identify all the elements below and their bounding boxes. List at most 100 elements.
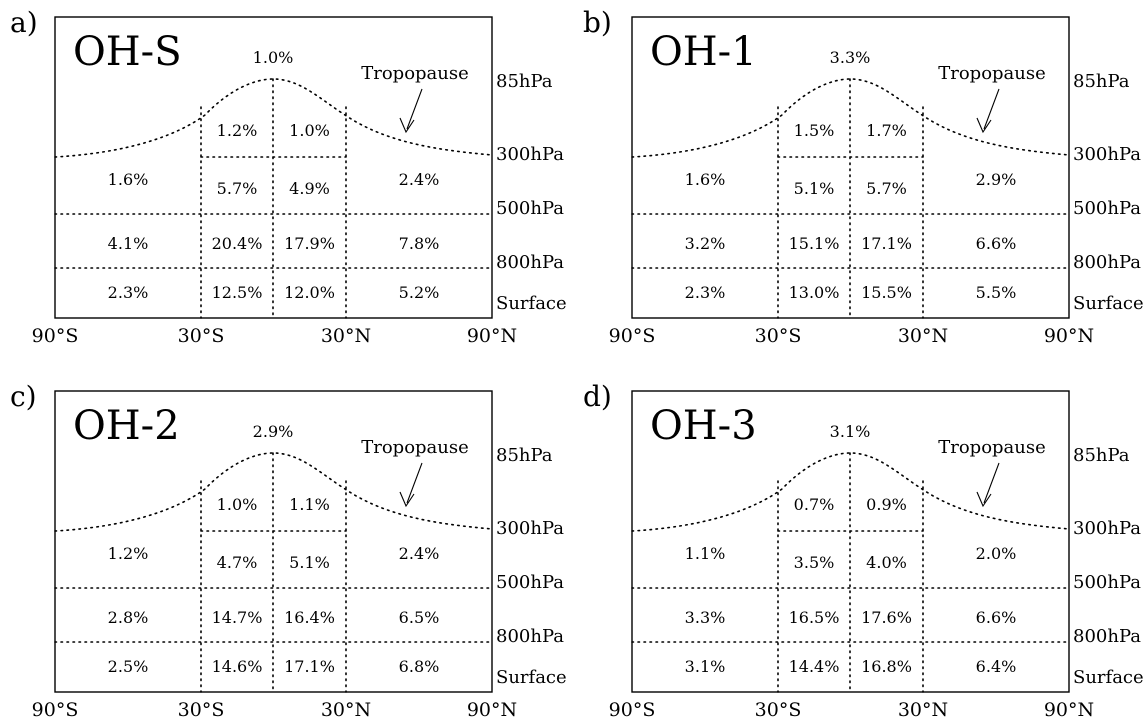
panel-letter: b) [583,6,612,39]
cell-value: 2.3% [108,283,149,302]
pressure-label: Surface [496,667,567,688]
cell-value: 2.4% [399,170,440,189]
arrow-head-icon [976,117,992,134]
tropopause-arrow [983,88,1000,130]
cell-value: 2.3% [685,283,726,302]
pressure-label: 300hPa [1073,518,1141,539]
panel-title: OH-3 [650,403,757,449]
panel-frame [631,16,1070,319]
cell-value: 14.7% [212,608,263,627]
latitude-label: 90°N [1044,699,1094,720]
cell-value: 17.1% [861,234,912,253]
pressure-label: Surface [1073,667,1144,688]
cell-value: 0.9% [866,495,907,514]
latitude-label: 90°S [32,699,79,720]
panel-frame [631,390,1070,693]
pressure-label: 500hPa [1073,198,1141,219]
cell-value: 5.7% [866,179,907,198]
panel-title: OH-2 [73,403,180,449]
cell-value: 5.2% [399,283,440,302]
cell-value: 4.7% [217,553,258,572]
latitude-label: 90°S [32,325,79,347]
cell-value: 17.6% [861,608,912,627]
cell-value: 1.0% [289,121,330,140]
tropopause-label: Tropopause [938,63,1046,84]
tropopause-label: Tropopause [361,437,469,458]
cell-value: 6.5% [399,608,440,627]
peak-value: 1.0% [253,48,294,67]
cell-value: 5.5% [976,283,1017,302]
panel-title: OH-S [73,29,182,75]
panel-oh-s: a) OH-S 1.0% Tropopause 1.2% 1.0% 1.6% 5.7% 4.9%… [10,6,567,347]
cell-value: 5.7% [217,179,258,198]
cell-value: 5.1% [289,553,330,572]
cell-value: 1.2% [108,544,149,563]
latitude-label: 90°N [1044,325,1094,347]
tropopause-label: Tropopause [938,437,1046,458]
cell-value: 17.1% [284,657,335,676]
panel-letter: d) [583,380,612,413]
cell-value: 6.8% [399,657,440,676]
cell-value: 2.9% [976,170,1017,189]
latitude-label: 30°S [178,699,225,720]
cell-value: 1.0% [217,495,258,514]
pressure-label: 85hPa [496,445,553,466]
cell-value: 4.0% [866,553,907,572]
cell-value: 1.6% [108,170,149,189]
latitude-label: 90°S [609,699,656,720]
pressure-label: 500hPa [496,198,564,219]
cell-value: 16.5% [789,608,840,627]
cell-value: 14.4% [789,657,840,676]
pressure-label: 85hPa [1073,445,1130,466]
cell-value: 1.2% [217,121,258,140]
panel-letter: c) [10,380,37,413]
cell-value: 0.7% [794,495,835,514]
latitude-label: 30°N [321,699,371,720]
cell-value: 6.6% [976,234,1017,253]
latitude-label: 90°N [467,699,517,720]
cell-value: 2.5% [108,657,149,676]
panel-title: OH-1 [650,29,757,75]
pressure-label: 300hPa [496,144,564,165]
cell-value: 16.4% [284,608,335,627]
cell-value: 1.1% [289,495,330,514]
panel-letter: a) [10,6,38,39]
panel-oh-3: d) OH-3 3.1% Tropopause 0.7% 0.9% 1.1% 3.5% 4.0%… [583,380,1144,720]
arrow-head-icon [399,491,415,508]
cell-value: 16.8% [861,657,912,676]
pressure-label: 500hPa [496,572,564,593]
cell-value: 12.0% [284,283,335,302]
cell-value: 3.1% [685,657,726,676]
pressure-label: 300hPa [496,518,564,539]
cell-value: 2.8% [108,608,149,627]
cell-value: 6.4% [976,657,1017,676]
latitude-label: 30°N [321,325,371,347]
latitude-label: 30°S [755,699,802,720]
pressure-label: 85hPa [496,71,553,92]
tropopause-arrow [406,88,423,130]
cell-value: 14.6% [212,657,263,676]
cell-value: 4.9% [289,179,330,198]
cell-value: 1.1% [685,544,726,563]
cell-value: 7.8% [399,234,440,253]
cell-value: 15.5% [861,283,912,302]
cell-value: 2.4% [399,544,440,563]
cell-value: 2.0% [976,544,1017,563]
pressure-label: 800hPa [496,626,564,647]
cell-value: 3.3% [685,608,726,627]
tropopause-arrow [983,462,1000,504]
arrow-head-icon [976,491,992,508]
pressure-label: 800hPa [1073,626,1141,647]
tropopause-label: Tropopause [361,63,469,84]
cell-value: 3.5% [794,553,835,572]
latitude-label: 30°N [898,699,948,720]
latitude-label: 30°S [178,325,225,347]
cell-value: 20.4% [212,234,263,253]
cell-value: 1.6% [685,170,726,189]
pressure-label: 85hPa [1073,71,1130,92]
cell-value: 6.6% [976,608,1017,627]
cell-value: 5.1% [794,179,835,198]
pressure-label: 500hPa [1073,572,1141,593]
latitude-label: 90°S [609,325,656,347]
